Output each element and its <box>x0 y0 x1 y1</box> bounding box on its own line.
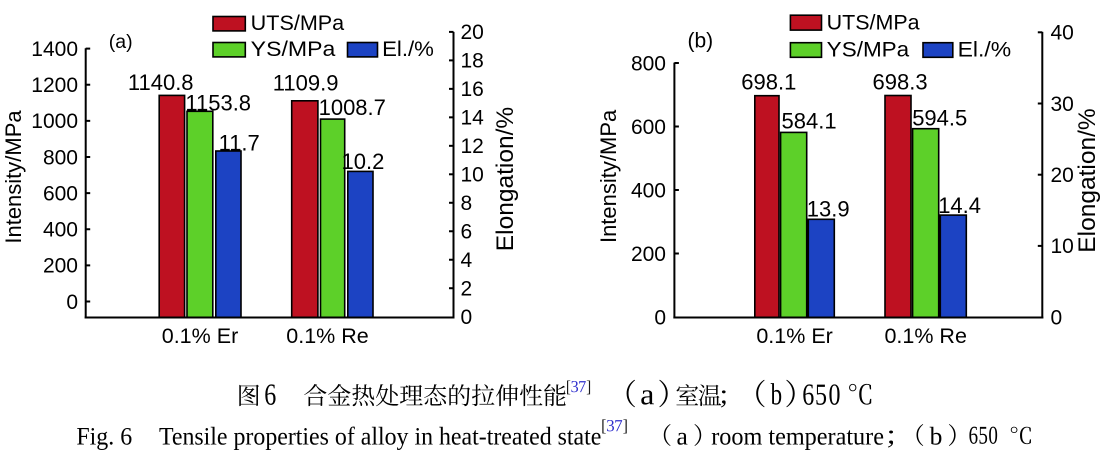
svg-text:Intensity/MPa: Intensity/MPa <box>1 110 26 244</box>
svg-text:20: 20 <box>1051 164 1074 187</box>
svg-text:El./%: El./% <box>958 38 1012 61</box>
svg-text:b: b <box>930 421 943 450</box>
svg-text:14: 14 <box>461 107 485 130</box>
svg-text:0.1% Er: 0.1% Er <box>162 324 238 348</box>
svg-text:10: 10 <box>1051 235 1074 258</box>
svg-text:8: 8 <box>461 192 473 215</box>
svg-text:0: 0 <box>654 306 666 329</box>
svg-text:40: 40 <box>1051 22 1074 45</box>
svg-text:1140.8: 1140.8 <box>128 70 194 95</box>
svg-text:El./%: El./% <box>382 38 434 61</box>
svg-text:1008.7: 1008.7 <box>319 95 386 120</box>
svg-text:30: 30 <box>1051 93 1074 116</box>
svg-text:800: 800 <box>631 52 666 75</box>
svg-text:18: 18 <box>461 50 484 73</box>
svg-text:800: 800 <box>43 146 78 169</box>
svg-text:a: a <box>677 421 688 450</box>
svg-text:UTS/MPa: UTS/MPa <box>251 12 345 35</box>
svg-text:YS/MPa: YS/MPa <box>251 38 336 61</box>
svg-text:13.9: 13.9 <box>807 197 850 222</box>
svg-text:594.5: 594.5 <box>912 106 967 131</box>
svg-text:1400: 1400 <box>31 38 78 61</box>
svg-text:(b): (b) <box>687 30 713 53</box>
svg-text:6: 6 <box>461 221 473 244</box>
svg-text:room temperature: room temperature <box>711 421 884 450</box>
svg-text:0: 0 <box>66 291 78 314</box>
svg-text:200: 200 <box>43 255 78 278</box>
svg-text:Intensity/MPa: Intensity/MPa <box>596 109 621 243</box>
svg-text:YS/MPa: YS/MPa <box>827 38 910 61</box>
svg-text:600: 600 <box>43 182 78 205</box>
svg-text:Tensile properties of alloy in: Tensile properties of alloy in heat-trea… <box>159 421 601 450</box>
svg-text:Elongation/%: Elongation/% <box>1074 108 1101 252</box>
svg-text:1000: 1000 <box>31 110 78 133</box>
svg-text:1153.8: 1153.8 <box>185 91 251 116</box>
svg-text:UTS/MPa: UTS/MPa <box>827 11 920 34</box>
svg-text:16: 16 <box>461 78 484 101</box>
svg-text:698.3: 698.3 <box>873 70 928 95</box>
svg-text:4: 4 <box>461 249 473 272</box>
svg-text:698.1: 698.1 <box>741 70 796 95</box>
svg-text:(a): (a) <box>109 31 133 53</box>
svg-text:400: 400 <box>43 219 78 242</box>
svg-text:14.4: 14.4 <box>938 193 981 218</box>
svg-text:400: 400 <box>631 179 666 202</box>
svg-text:200: 200 <box>631 243 666 266</box>
svg-text:584.1: 584.1 <box>782 109 837 134</box>
svg-text:10: 10 <box>461 164 484 187</box>
svg-text:0.1% Re: 0.1% Re <box>286 324 368 348</box>
svg-text:0.1% Re: 0.1% Re <box>884 324 966 348</box>
svg-text:0: 0 <box>461 306 473 329</box>
svg-text:2: 2 <box>461 278 473 301</box>
svg-text:600: 600 <box>631 116 666 139</box>
svg-text:12: 12 <box>461 135 484 158</box>
svg-text:10.2: 10.2 <box>342 149 385 174</box>
svg-text:11.7: 11.7 <box>219 130 260 155</box>
svg-text:Elongation/%: Elongation/% <box>492 107 519 251</box>
svg-text:Fig. 6: Fig. 6 <box>76 421 132 450</box>
svg-text:0.1% Er: 0.1% Er <box>756 324 832 348</box>
svg-text:20: 20 <box>461 21 484 44</box>
svg-text:1200: 1200 <box>31 74 78 97</box>
svg-text:1109.9: 1109.9 <box>273 71 339 96</box>
svg-text:0: 0 <box>1051 306 1063 329</box>
